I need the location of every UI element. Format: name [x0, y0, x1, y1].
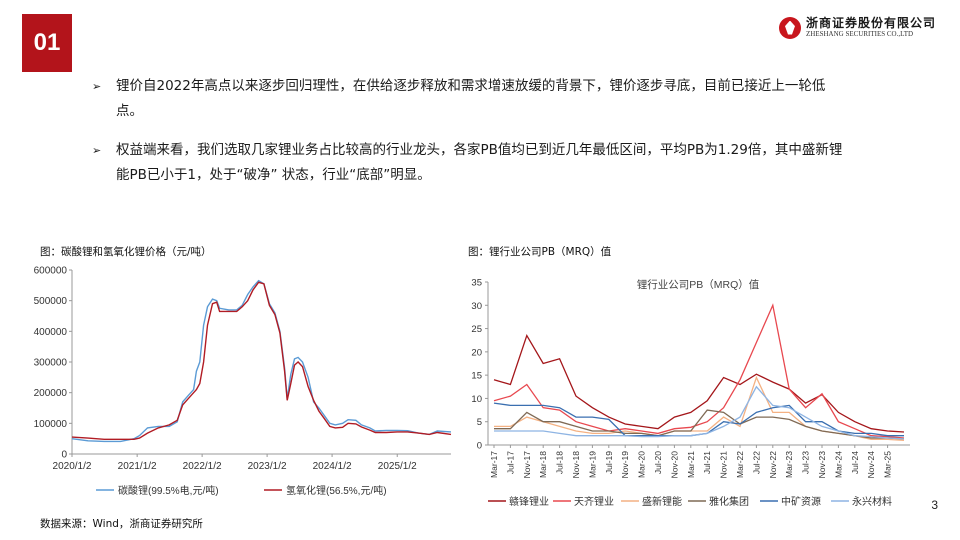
lithium-price-chart: 0 100000 200000 300000 400000 500000 600000 202… — [34, 266, 452, 497]
x-tick-label: Jul-18 — [555, 451, 565, 474]
pb-series-line — [494, 385, 905, 440]
x-tick-label: Jul-23 — [801, 451, 811, 474]
price-series-line — [71, 281, 452, 440]
y-tick-label: 25 — [471, 324, 482, 335]
x-tick-label: Mar-24 — [833, 451, 843, 478]
y-tick-label: 35 — [471, 278, 482, 289]
x-tick-label: Mar-25 — [883, 451, 893, 478]
x-tick-label: Jul-19 — [604, 451, 614, 474]
legend-label: 赣锋锂业 — [509, 495, 549, 508]
x-tick-label: Nov-21 — [719, 451, 729, 479]
legend-label: 氢氧化锂(56.5%,元/吨) — [286, 484, 387, 497]
x-tick-label: Mar-22 — [735, 451, 745, 478]
x-tick-label: Mar-17 — [489, 451, 499, 478]
x-tick-label: Jul-20 — [653, 451, 663, 474]
y-tick-label: 100000 — [34, 419, 68, 430]
chart-inner-title: 锂行业公司PB（MRQ）值 — [637, 278, 760, 291]
x-tick-label: Mar-19 — [587, 451, 597, 478]
x-tick-label: Jul-21 — [702, 451, 712, 474]
lithium-price-chart-title: 图：碳酸锂和氢氧化锂价格（元/吨） — [40, 246, 212, 258]
data-source-note: 数据来源：Wind，浙商证券研究所 — [40, 518, 203, 530]
y-tick-label: 0 — [61, 450, 67, 461]
bullet-item: ➢ 锂价自2022年高点以来逐步回归理性，在供给逐步释放和需求增速放缓的背景下，… — [92, 74, 852, 124]
legend-label: 天齐锂业 — [574, 495, 614, 508]
logo-icon — [778, 16, 801, 39]
price-series-line — [71, 279, 452, 443]
arrow-bullet-icon: ➢ — [92, 144, 102, 157]
legend-label: 盛新锂能 — [642, 495, 682, 508]
logo-name-en: ZHESHANG SECURITIES CO.,LTD — [805, 30, 914, 38]
y-tick-label: 200000 — [34, 388, 68, 399]
x-tick-label: Jul-24 — [850, 451, 860, 474]
legend-label: 中矿资源 — [781, 495, 821, 508]
x-tick-label: Nov-20 — [669, 451, 679, 479]
y-tick-label: 10 — [471, 394, 482, 405]
x-tick-label: 2025/1/2 — [378, 461, 417, 472]
arrow-bullet-icon: ➢ — [92, 80, 102, 93]
logo-name-cn: 浙商证券股份有限公司 — [805, 16, 936, 30]
x-tick-label: Nov-24 — [866, 451, 876, 479]
bullet-item: ➢ 权益端来看，我们选取几家锂业务占比较高的行业龙头，各家PB值均已到近几年最低… — [92, 138, 852, 188]
bullet-list: ➢ 锂价自2022年高点以来逐步回归理性，在供给逐步释放和需求增速放缓的背景下，… — [92, 74, 852, 202]
section-number-badge: 01 — [22, 14, 72, 72]
x-tick-label: Mar-23 — [784, 451, 794, 478]
bullet-text: 权益端来看，我们选取几家锂业务占比较高的行业龙头，各家PB值均已到近几年最低区间… — [116, 142, 843, 183]
x-tick-label: Nov-17 — [522, 451, 532, 479]
y-tick-label: 15 — [471, 371, 482, 382]
x-tick-label: Nov-18 — [571, 451, 581, 479]
x-tick-label: 2022/1/2 — [183, 461, 222, 472]
bullet-text: 锂价自2022年高点以来逐步回归理性，在供给逐步释放和需求增速放缓的背景下，锂价… — [116, 78, 826, 119]
lithium-pb-chart: 0 5 10 15 20 25 30 35 Mar-17 Jul-17 Nov-17 Mar-18 Ju… — [471, 278, 910, 508]
x-tick-label: Mar-20 — [637, 451, 647, 478]
pb-series-line — [493, 334, 905, 433]
pb-series-line — [494, 409, 905, 440]
x-tick-label: 2024/1/2 — [313, 461, 352, 472]
y-tick-label: 5 — [477, 417, 482, 428]
x-tick-label: 2023/1/2 — [248, 461, 287, 472]
x-tick-label: Mar-18 — [538, 451, 548, 478]
x-tick-label: Mar-21 — [686, 451, 696, 478]
pb-chart-title: 图：锂行业公司PB（MRQ）值 — [468, 246, 612, 258]
x-tick-label: Nov-22 — [768, 451, 778, 479]
y-tick-label: 300000 — [34, 358, 68, 369]
page-number: 3 — [931, 498, 938, 512]
y-tick-label: 600000 — [34, 266, 68, 277]
y-tick-label: 400000 — [34, 327, 68, 338]
legend-label: 碳酸锂(99.5%电,元/吨) — [118, 484, 219, 497]
x-tick-label: 2021/1/2 — [118, 461, 157, 472]
y-tick-label: 20 — [471, 347, 482, 358]
x-tick-label: Nov-23 — [817, 451, 827, 479]
y-tick-label: 30 — [471, 301, 482, 312]
legend-label: 永兴材料 — [852, 495, 892, 508]
pb-series-line — [493, 303, 905, 439]
y-tick-label: 0 — [477, 441, 482, 452]
legend-label: 雅化集团 — [709, 495, 749, 508]
x-tick-label: Jul-17 — [505, 451, 515, 474]
x-tick-label: 2020/1/2 — [53, 461, 92, 472]
x-tick-label: Jul-22 — [751, 451, 761, 474]
company-logo: 浙商证券股份有限公司 ZHESHANG SECURITIES CO.,LTD — [778, 16, 936, 39]
y-tick-label: 500000 — [34, 296, 68, 307]
x-tick-label: Nov-19 — [620, 451, 630, 479]
